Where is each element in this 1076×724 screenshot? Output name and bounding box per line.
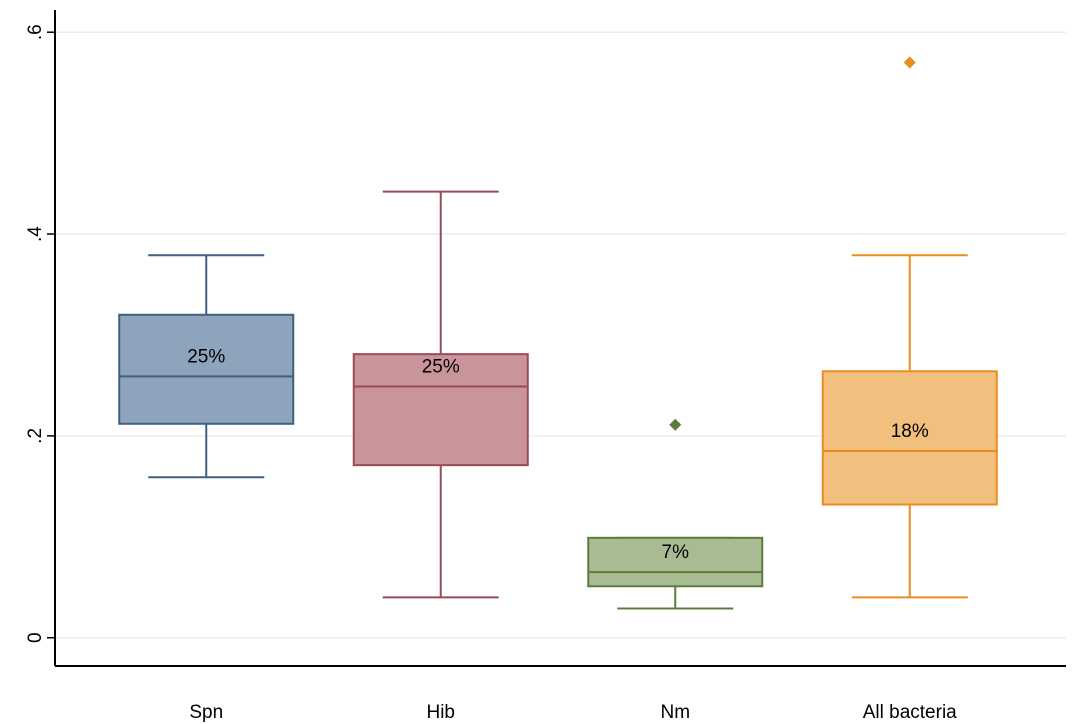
y-tick-label: 0 bbox=[25, 632, 46, 643]
outlier bbox=[669, 418, 682, 431]
x-tick-label: Hib bbox=[426, 702, 455, 723]
box bbox=[118, 313, 295, 425]
box bbox=[352, 353, 529, 467]
y-tick-label: .6 bbox=[25, 24, 46, 40]
x-tick-label: Nm bbox=[660, 702, 690, 723]
outlier bbox=[903, 56, 916, 69]
x-tick-label: Spn bbox=[189, 702, 223, 723]
y-tick-label: .4 bbox=[25, 226, 46, 242]
box bbox=[821, 370, 998, 506]
box-label: 18% bbox=[891, 421, 929, 442]
box-label: 7% bbox=[662, 542, 690, 563]
box bbox=[587, 536, 764, 588]
box-label: 25% bbox=[422, 356, 460, 377]
box-label: 25% bbox=[187, 346, 225, 367]
y-tick-label: .2 bbox=[25, 428, 46, 444]
x-tick-label: All bacteria bbox=[863, 702, 957, 723]
